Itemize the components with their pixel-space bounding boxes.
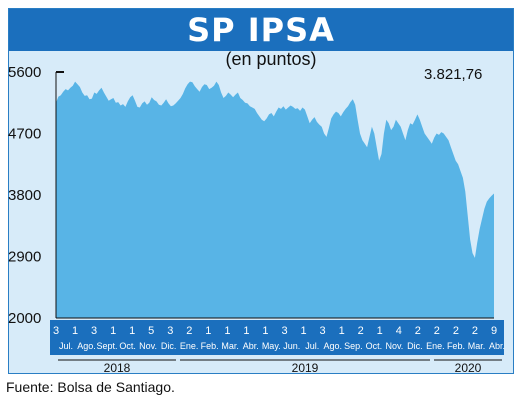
x-year-label: 2020 [455,361,482,375]
title-bar [9,9,513,51]
x-year-label: 2019 [292,361,319,375]
x-day-label: 2 [472,325,478,337]
x-month-label: Sept. [97,341,118,351]
x-month-label: Jul. [305,341,319,351]
axis-lines [55,71,494,319]
x-month-label: Mar. [468,341,486,351]
y-tick-label: 4700 [8,126,41,143]
x-month-label: May. [262,341,281,351]
x-month-label: Dic. [161,341,177,351]
x-day-label: 2 [358,325,364,337]
x-day-label: 2 [434,325,440,337]
x-day-label: 3 [91,325,97,337]
x-day-label: 2 [415,325,421,337]
x-day-label: 1 [110,325,116,337]
x-month-label: Abr. [489,341,505,351]
y-tick-label: 3800 [8,187,41,204]
x-day-label: 1 [205,325,211,337]
x-day-label: 1 [339,325,345,337]
x-month-label: Ago. [324,341,343,351]
y-tick-label: 2000 [8,310,41,327]
x-month-label: Feb. [447,341,465,351]
x-month-label: Nov. [139,341,157,351]
x-day-label: 1 [262,325,268,337]
x-month-label: Sep. [344,341,363,351]
x-year-label: 2018 [104,361,131,375]
x-month-label: Jun. [283,341,300,351]
series-area [56,81,494,318]
x-day-label: 3 [167,325,173,337]
source-note: Fuente: Bolsa de Santiago. [6,379,175,395]
x-month-label: Ago. [77,341,96,351]
x-day-label: 3 [53,325,59,337]
x-day-label: 3 [281,325,287,337]
x-day-label: 5 [148,325,154,337]
chart-title: SP IPSA [187,11,335,49]
x-month-label: Abr. [243,341,259,351]
x-month-label: Ene. [180,341,199,351]
x-day-label: 9 [491,325,497,337]
x-axis-band [50,320,504,355]
x-day-label: 1 [377,325,383,337]
x-month-label: Feb. [201,341,219,351]
x-month-label: Jul. [59,341,73,351]
x-month-label: Oct. [119,341,136,351]
y-tick-label: 5600 [8,64,41,81]
x-day-label: 1 [224,325,230,337]
x-month-label: Dic. [407,341,423,351]
x-day-label: 3 [320,325,326,337]
x-day-label: 1 [129,325,135,337]
x-month-label: Oct. [366,341,383,351]
chart-subtitle: (en puntos) [225,49,317,69]
last-value-label: 3.821,76 [424,66,483,83]
x-day-label: 4 [396,325,402,337]
x-day-label: 1 [243,325,249,337]
x-day-label: 2 [186,325,192,337]
x-day-label: 1 [72,325,78,337]
y-tick-label: 2900 [8,249,41,266]
x-day-label: 2 [453,325,459,337]
y-axis-ticks: 5600 4700 3800 2900 2000 [8,64,41,327]
x-day-label: 1 [301,325,307,337]
x-month-label: Nov. [385,341,403,351]
x-month-label: Mar. [221,341,239,351]
x-month-label: Ene. [426,341,445,351]
